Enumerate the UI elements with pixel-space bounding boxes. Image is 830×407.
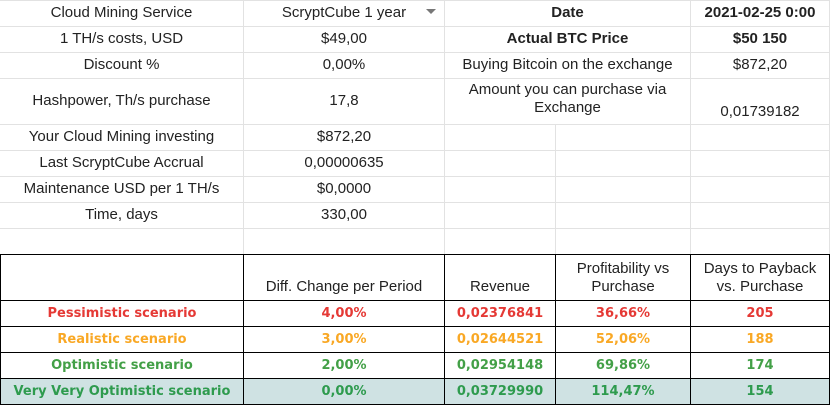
param-value-days[interactable]: 330,00	[321, 206, 367, 223]
scenario-name-very-optimistic: Very Very Optimistic scenario	[13, 383, 231, 399]
service-dropdown[interactable]: ScryptCube 1 year	[281, 4, 407, 21]
scenario-payback-optimistic[interactable]: 174	[746, 357, 774, 373]
param-value-accrual[interactable]: 0,00000635	[304, 154, 384, 171]
value-btc-price[interactable]: $50 150	[732, 30, 788, 47]
param-label-th-cost: 1 TH/s costs, USD	[59, 30, 184, 47]
value-buying-exchange[interactable]: $872,20	[732, 56, 788, 73]
value-date[interactable]: 2021-02-25 0:00	[704, 4, 816, 21]
param-value-hashpower[interactable]: 17,8	[329, 92, 359, 109]
param-value-th-cost[interactable]: $49,00	[321, 30, 367, 47]
param-label-accrual: Last ScryptCube Accrual	[39, 154, 204, 171]
header-diff-change: Diff. Change per Period	[265, 278, 423, 295]
scenario-revenue-pessimistic[interactable]: 0,02376841	[456, 305, 544, 321]
highlighted-row-background	[0, 378, 830, 404]
param-label-hashpower: Hashpower, Th/s purchase	[32, 92, 211, 109]
param-label-discount: Discount %	[83, 56, 160, 73]
scenario-payback-realistic[interactable]: 188	[746, 331, 774, 347]
param-label-maintenance: Maintenance USD per 1 TH/s	[23, 180, 220, 197]
label-btc-price: Actual BTC Price	[506, 30, 629, 47]
label-date: Date	[551, 4, 584, 21]
param-label-service: Cloud Mining Service	[50, 4, 193, 21]
scenario-name-pessimistic: Pessimistic scenario	[47, 305, 197, 321]
scenario-revenue-very-optimistic[interactable]: 0,03729990	[456, 383, 544, 399]
scenario-profit-realistic[interactable]: 52,06%	[595, 331, 651, 347]
scenario-name-optimistic: Optimistic scenario	[51, 357, 193, 373]
scenario-profit-optimistic[interactable]: 69,86%	[595, 357, 651, 373]
scenario-diff-optimistic[interactable]: 2,00%	[321, 357, 367, 373]
scenario-revenue-realistic[interactable]: 0,02644521	[456, 331, 544, 347]
scenario-diff-realistic[interactable]: 3,00%	[321, 331, 367, 347]
scenario-revenue-optimistic[interactable]: 0,02954148	[456, 357, 544, 373]
scenario-profit-pessimistic[interactable]: 36,66%	[595, 305, 651, 321]
value-amount-purchase[interactable]: 0,01739182	[720, 103, 800, 120]
scenario-name-realistic: Realistic scenario	[57, 331, 187, 347]
param-value-discount[interactable]: 0,00%	[322, 56, 366, 73]
scenario-payback-pessimistic[interactable]: 205	[746, 305, 774, 321]
header-profitability: Profitability vs Purchase	[576, 260, 670, 295]
triangle-down-icon[interactable]	[426, 9, 436, 14]
param-value-maintenance[interactable]: $0,0000	[316, 180, 372, 197]
scenario-profit-very-optimistic[interactable]: 114,47%	[591, 383, 655, 399]
param-label-investing: Your Cloud Mining investing	[28, 128, 215, 145]
param-value-investing[interactable]: $872,20	[316, 128, 372, 145]
label-amount-purchase: Amount you can purchase via Exchange	[468, 81, 667, 116]
scenario-payback-very-optimistic[interactable]: 154	[746, 383, 774, 399]
header-payback: Days to Payback vs. Purchase	[703, 260, 817, 295]
scenario-diff-pessimistic[interactable]: 4,00%	[321, 305, 367, 321]
header-revenue: Revenue	[469, 278, 531, 295]
scenario-diff-very-optimistic[interactable]: 0,00%	[321, 383, 367, 399]
param-label-days: Time, days	[85, 206, 158, 223]
label-buying-exchange: Buying Bitcoin on the exchange	[462, 56, 673, 73]
